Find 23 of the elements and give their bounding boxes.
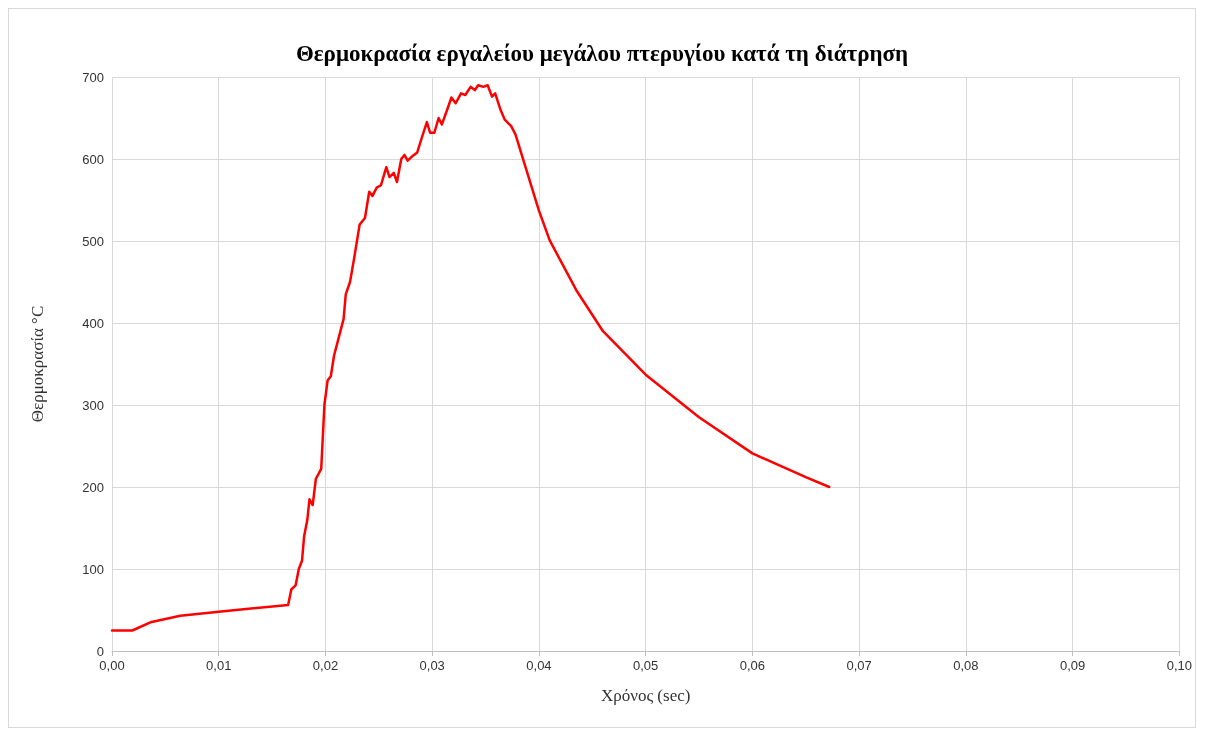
x-tick-label: 0,01 xyxy=(206,658,232,673)
y-axis-title: Θερμοκρασία °C xyxy=(28,305,47,423)
x-tick-label: 0,00 xyxy=(99,658,125,673)
x-tick-label: 0,06 xyxy=(739,658,766,673)
x-axis-title: Χρόνος (sec) xyxy=(600,686,691,705)
y-tick-label: 100 xyxy=(82,561,104,577)
y-tick-label: 500 xyxy=(82,233,104,249)
y-tick-label: 600 xyxy=(82,151,104,167)
chart-title: Θερμοκρασία εργαλείου μεγάλου πτερυγίου κατά τη διάτρηση xyxy=(295,41,909,66)
y-tick-label: 400 xyxy=(82,315,104,331)
x-tick-label: 0,09 xyxy=(1059,658,1086,673)
y-tick-label: 200 xyxy=(82,479,104,495)
line-series xyxy=(110,83,831,632)
x-tick-label: 0,04 xyxy=(526,658,552,673)
y-tick-label: 700 xyxy=(82,69,104,85)
x-tick-label: 0,08 xyxy=(953,658,979,673)
x-tick-label: 0,03 xyxy=(419,658,445,673)
y-tick-label: 0 xyxy=(96,643,104,659)
x-tick-label: 0,07 xyxy=(846,658,872,673)
x-tick-label: 0,02 xyxy=(312,658,339,673)
x-tick-label: 0,05 xyxy=(633,658,659,673)
x-tick-label: 0,10 xyxy=(1166,658,1193,673)
y-tick-label: 300 xyxy=(82,397,104,413)
